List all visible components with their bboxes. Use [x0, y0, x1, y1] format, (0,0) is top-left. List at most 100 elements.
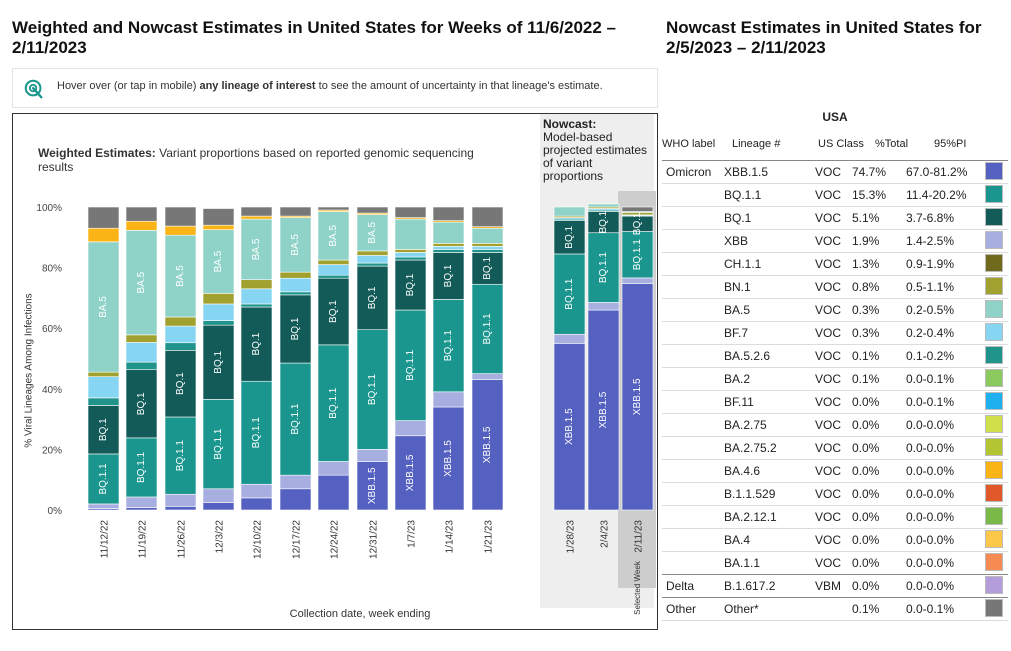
bar-segment — [394, 420, 427, 437]
row-divider — [662, 597, 1008, 598]
bar-segment — [240, 206, 273, 217]
us-class-cell: VOC — [815, 533, 842, 547]
bar-label: BQ.1.1 — [405, 349, 416, 381]
bar-segment — [394, 256, 427, 261]
color-swatch — [985, 438, 1003, 456]
table-row[interactable]: BA.2.75 VOC 0.0% 0.0-0.0% — [662, 413, 1008, 436]
bar-label: BQ.1.1 — [632, 239, 643, 271]
table-row[interactable]: XBB VOC 1.9% 1.4-2.5% — [662, 229, 1008, 252]
nowcast-table-title: Nowcast Estimates in United States for 2… — [666, 18, 982, 57]
table-row[interactable]: BA.2 VOC 0.1% 0.0-0.1% — [662, 367, 1008, 390]
table-row[interactable]: BF.11 VOC 0.0% 0.0-0.1% — [662, 390, 1008, 413]
table-row[interactable]: B.1.1.529 VOC 0.0% 0.0-0.0% — [662, 482, 1008, 505]
bar-label: BA.5 — [251, 238, 262, 260]
bar-segment — [621, 277, 654, 284]
bar-label: XBB.1.5 — [632, 378, 643, 415]
page-title: Weighted and Nowcast Estimates in United… — [12, 18, 617, 57]
col-header-pi: 95%PI — [934, 138, 967, 150]
bar-segment — [356, 329, 389, 450]
color-swatch — [985, 300, 1003, 318]
lineage-cell: BQ.1 — [724, 211, 752, 225]
total-cell: 0.0% — [852, 510, 880, 524]
table-row[interactable]: BA.4 VOC 0.0% 0.0-0.0% — [662, 528, 1008, 551]
color-swatch — [985, 162, 1003, 180]
lineage-cell: BF.11 — [724, 395, 754, 409]
bar-segment — [202, 502, 235, 511]
color-swatch — [985, 277, 1003, 295]
row-divider — [662, 413, 1008, 414]
bar-segment — [432, 246, 465, 250]
color-swatch — [985, 208, 1003, 226]
bar-segment — [164, 416, 197, 495]
table-row[interactable]: Delta B.1.617.2 VBM 0.0% 0.0-0.0% — [662, 574, 1008, 597]
bar-segment — [202, 293, 235, 305]
bar-segment — [432, 206, 465, 221]
bar-segment — [240, 306, 273, 382]
bar-segment — [125, 342, 158, 363]
bar-segment — [317, 461, 350, 476]
lineage-cell: BA.2 — [724, 372, 751, 386]
color-swatch — [985, 346, 1003, 364]
row-divider — [662, 620, 1008, 621]
color-swatch — [985, 484, 1003, 502]
pi-cell: 67.0-81.2% — [906, 165, 968, 179]
row-divider — [662, 574, 1008, 575]
bar-segment — [587, 309, 620, 511]
stacked-bar-chart: 0% 20% 40% 60% 80% 100% BA.5 BQ.1 BQ.1.1 11/12/22… — [36, 191, 656, 615]
color-swatch — [985, 323, 1003, 341]
row-divider — [662, 252, 1008, 253]
row-divider — [662, 206, 1008, 207]
lineage-cell: XBB — [724, 234, 749, 248]
bar-segment — [317, 264, 350, 276]
total-cell: 0.1% — [852, 602, 880, 616]
bar-segment — [125, 230, 158, 336]
row-divider — [662, 482, 1008, 483]
bar-segment — [240, 218, 273, 281]
nowcast-panel-title: Nowcast: Model-based projected estimates … — [543, 117, 648, 183]
total-cell: 0.1% — [852, 349, 880, 363]
bar-segment — [125, 496, 158, 508]
table-row[interactable]: BA.5.2.6 VOC 0.1% 0.1-0.2% — [662, 344, 1008, 367]
bar-segment — [279, 206, 312, 217]
table-row[interactable]: BA.1.1 VOC 0.0% 0.0-0.0% — [662, 551, 1008, 574]
table-row[interactable]: Omicron XBB.1.5 VOC 74.7% 67.0-81.2% — [662, 160, 1008, 183]
bar-segment — [471, 252, 504, 285]
bar-segment — [279, 362, 312, 476]
bar-segment — [317, 259, 350, 265]
color-swatch — [985, 553, 1003, 571]
bar-label: XBB.1.5 — [367, 467, 378, 504]
bar-segment — [202, 224, 235, 231]
total-cell: 5.1% — [852, 211, 880, 225]
table-row[interactable]: BA.5 VOC 0.3% 0.2-0.5% — [662, 298, 1008, 321]
x-tick-label: 12/17/22 — [292, 520, 303, 559]
table-row[interactable]: BF.7 VOC 0.3% 0.2-0.4% — [662, 321, 1008, 344]
table-row[interactable]: BQ.1.1 VOC 15.3% 11.4-20.2% — [662, 183, 1008, 206]
table-row[interactable]: BA.2.75.2 VOC 0.0% 0.0-0.0% — [662, 436, 1008, 459]
table-row[interactable]: BA.4.6 VOC 0.0% 0.0-0.0% — [662, 459, 1008, 482]
bar-label: BQ.1 — [175, 372, 186, 395]
bar-segment — [471, 243, 504, 247]
lineage-cell: BA.1.1 — [724, 556, 761, 570]
row-divider — [662, 459, 1008, 460]
color-swatch — [985, 369, 1003, 387]
total-cell: 0.8% — [852, 280, 880, 294]
table-row[interactable]: CH.1.1 VOC 1.3% 0.9-1.9% — [662, 252, 1008, 275]
bar-segment — [432, 243, 465, 247]
color-swatch — [985, 185, 1003, 203]
lineage-cell: BQ.1.1 — [724, 188, 762, 202]
bar-segment — [394, 218, 427, 250]
table-row[interactable]: Other Other* 0.1% 0.0-0.1% — [662, 597, 1008, 620]
total-cell: 15.3% — [852, 188, 887, 202]
pi-cell: 0.0-0.0% — [906, 487, 955, 501]
bar-segment — [356, 255, 389, 264]
bar-segment — [317, 474, 350, 511]
x-tick-label: 11/12/22 — [100, 520, 111, 559]
table-row[interactable]: BA.2.12.1 VOC 0.0% 0.0-0.0% — [662, 505, 1008, 528]
table-row[interactable]: BQ.1 VOC 5.1% 3.7-6.8% — [662, 206, 1008, 229]
us-class-cell: VOC — [815, 211, 842, 225]
hover-hint-text: Hover over (or tap in mobile) any lineag… — [57, 80, 603, 92]
y-tick-label: 100% — [36, 203, 62, 214]
x-tick-label: 1/21/23 — [484, 520, 495, 554]
table-row[interactable]: BN.1 VOC 0.8% 0.5-1.1% — [662, 275, 1008, 298]
color-swatch — [985, 392, 1003, 410]
